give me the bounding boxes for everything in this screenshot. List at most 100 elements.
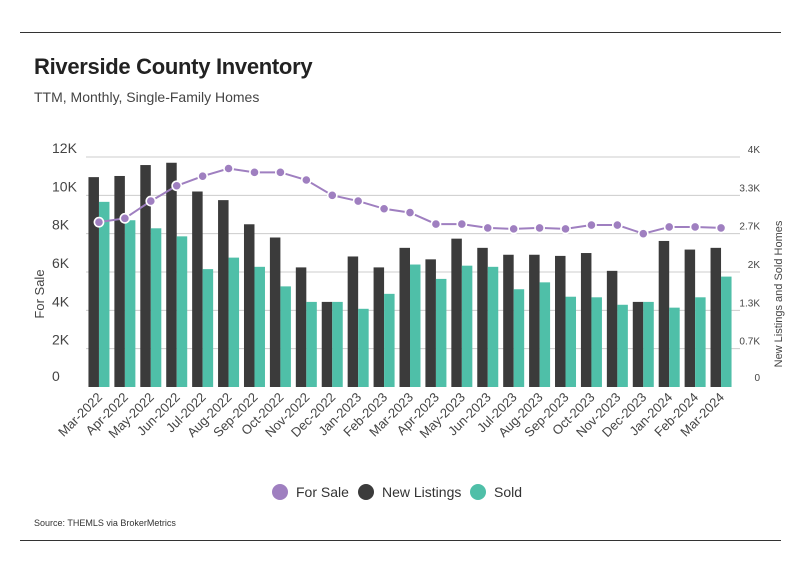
line-series [93,163,727,240]
bar-new-listings [529,254,540,387]
bar-new-listings [218,200,229,387]
point-for-sale [482,222,494,234]
left-tick-label: 4K [52,293,70,309]
point-for-sale [586,219,597,231]
source-note: Source: THEMLS via BrokerMetrics [34,518,176,528]
bar-new-listings [451,238,462,387]
right-tick-label: 2K [748,260,761,271]
bar-new-listings [114,175,125,387]
point-for-sale [223,163,234,174]
bottom-rule [20,540,781,541]
bar-sold [435,278,447,387]
point-for-sale [93,216,105,228]
bar-new-listings [166,162,177,387]
bar-new-listings [580,253,592,387]
legend-swatch-new-listings [358,484,374,500]
point-for-sale [378,203,390,215]
bar-new-listings [243,224,255,387]
x-axis-ticks: Mar-2022Apr-2022May-2022Jun-2022Jul-2022… [55,390,727,441]
left-tick-label: 0 [52,368,60,384]
bar-sold [669,307,680,387]
point-for-sale [611,219,623,231]
point-for-sale [456,218,468,230]
bar-sold [306,301,317,387]
bar-sold [254,266,265,387]
right-tick-label: 2.7K [739,222,760,233]
point-for-sale [197,170,209,182]
bar-new-listings [347,256,359,387]
bar-new-listings [192,191,203,387]
chart-subtitle: TTM, Monthly, Single-Family Homes [34,89,260,105]
bar-sold [98,201,110,387]
bar-sold [332,301,343,387]
point-for-sale [352,195,364,207]
bar-sold [410,264,421,387]
point-for-sale [637,228,649,240]
point-for-sale [715,222,727,234]
point-for-sale [404,207,416,218]
bar-sold [176,236,188,387]
point-for-sale [430,218,442,230]
bar-series [88,162,732,387]
bar-sold [487,266,499,387]
left-tick-label: 2K [52,332,70,348]
bar-sold [643,301,654,387]
bar-sold [358,308,369,387]
point-for-sale [508,223,520,235]
bar-new-listings [321,301,333,387]
legend-swatch-for-sale [272,484,288,500]
bar-sold [695,297,706,387]
bar-sold [591,297,602,387]
chart-title: Riverside County Inventory [34,54,313,79]
legend-swatch-sold [470,484,486,500]
right-tick-label: 0 [754,373,760,384]
bar-new-listings [555,255,566,387]
bar-new-listings [606,270,618,387]
bar-sold [539,282,551,387]
top-rule [20,32,781,33]
right-tick-label: 0.7K [739,337,760,348]
legend: For Sale New Listings Sold [0,483,800,501]
bar-new-listings [425,259,436,387]
legend-label-for-sale: For Sale [296,484,349,500]
left-tick-label: 12K [52,140,78,156]
legend-label-new-listings: New Listings [382,484,462,500]
bar-new-listings [710,247,722,387]
left-tick-label: 10K [52,178,78,194]
bar-sold [565,296,577,387]
bar-new-listings [140,165,151,387]
point-for-sale [689,221,701,233]
point-for-sale [119,212,131,224]
right-axis-ticks: 0 0.7K 1.3K 2K 2.7K 3.3K 4K [739,145,760,384]
bar-sold [384,293,395,387]
bar-sold [280,286,291,387]
bar-new-listings [684,249,696,387]
chart-canvas: 0 2K 4K 6K 8K 10K 12K 0 0.7K 1.3K 2K 2.7K 3.3K 4K Ma… [32,140,785,441]
point-for-sale [560,223,571,235]
bar-new-listings [632,301,644,387]
bar-new-listings [269,237,281,387]
bar-sold [202,269,214,387]
legend-item-sold[interactable]: Sold [470,483,522,501]
bar-sold [461,265,473,387]
bar-new-listings [295,267,307,387]
bar-sold [228,257,240,387]
point-for-sale [274,166,286,178]
point-for-sale [249,166,260,178]
bar-sold [124,220,136,387]
point-for-sale [300,174,312,186]
point-for-sale [663,221,675,233]
left-tick-label: 8K [52,217,70,233]
point-for-sale [534,222,545,234]
bar-sold [617,304,628,387]
left-tick-label: 6K [52,255,70,271]
legend-label-sold: Sold [494,484,523,500]
left-axis-title: For Sale [32,269,47,318]
legend-item-new-listings[interactable]: New Listings [358,483,461,501]
bar-sold [721,276,732,387]
legend-item-for-sale[interactable]: For Sale [272,483,349,501]
right-tick-label: 4K [748,145,761,156]
left-axis-ticks: 0 2K 4K 6K 8K 10K 12K [52,140,78,384]
bar-sold [513,289,525,387]
bar-new-listings [373,267,385,387]
